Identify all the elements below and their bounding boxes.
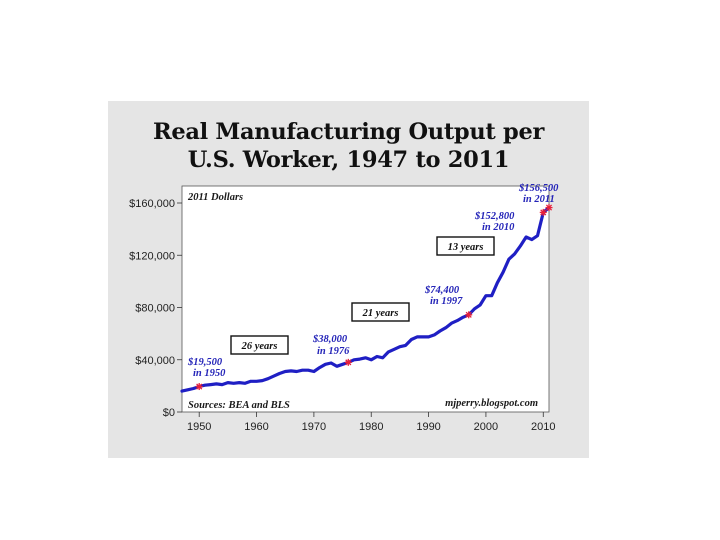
x-axis: 1950 1960 1970 1980 1990 2000 2010 (187, 412, 556, 433)
y-tick-label: $80,000 (135, 303, 175, 315)
x-tick-label: 2000 (474, 421, 498, 433)
x-tick-label: 1990 (416, 421, 440, 433)
y-tick-label: $0 (163, 407, 175, 419)
point-label-2011-value: $156,500 (518, 183, 559, 194)
point-label-1976-value: $38,000 (312, 334, 348, 345)
x-tick-label: 1980 (359, 421, 383, 433)
units-note: 2011 Dollars (187, 192, 243, 203)
point-marker (465, 311, 473, 319)
point-label-2010-value: $152,800 (474, 211, 515, 222)
interval-label-21: 21 years (362, 308, 399, 319)
y-tick-label: $40,000 (135, 355, 175, 367)
interval-box-13 (436, 236, 495, 256)
source-note: Sources: BEA and BLS (188, 400, 290, 411)
point-marker (539, 208, 547, 216)
interval-label-26: 26 years (241, 341, 278, 352)
interval-label-13: 13 years (448, 242, 484, 253)
interval-box-26 (230, 335, 289, 355)
plot-area (181, 185, 550, 413)
x-tick-label: 1960 (244, 421, 268, 433)
point-label-1950-year: in 1950 (193, 368, 226, 379)
point-label-1997-value: $74,400 (424, 285, 460, 296)
y-tick-label: $160,000 (129, 198, 175, 210)
point-marker (344, 358, 352, 366)
x-tick-label: 1950 (187, 421, 211, 433)
y-axis: $0 $40,000 $80,000 $120,000 $160,000 (129, 198, 182, 419)
chart-title-line2: U.S. Worker, 1947 to 2011 (187, 147, 510, 173)
point-label-2010-year: in 2010 (482, 222, 515, 233)
point-label-2011-year: in 2011 (523, 194, 555, 205)
credit-note: mjperry.blogspot.com (445, 398, 538, 409)
point-markers (195, 204, 553, 391)
point-label-1950-value: $19,500 (187, 357, 223, 368)
chart-title-line1: Real Manufacturing Output per (152, 119, 545, 145)
point-label-1997-year: in 1997 (430, 296, 463, 307)
x-tick-label: 1970 (302, 421, 326, 433)
interval-box-21 (351, 302, 410, 322)
point-label-1976-year: in 1976 (317, 346, 350, 357)
point-marker (195, 383, 203, 391)
y-tick-label: $120,000 (129, 250, 175, 262)
chart-title: Real Manufacturing Output per U.S. Worke… (108, 118, 589, 174)
point-marker (545, 204, 553, 212)
x-tick-label: 2010 (531, 421, 555, 433)
series-line (180, 206, 551, 393)
